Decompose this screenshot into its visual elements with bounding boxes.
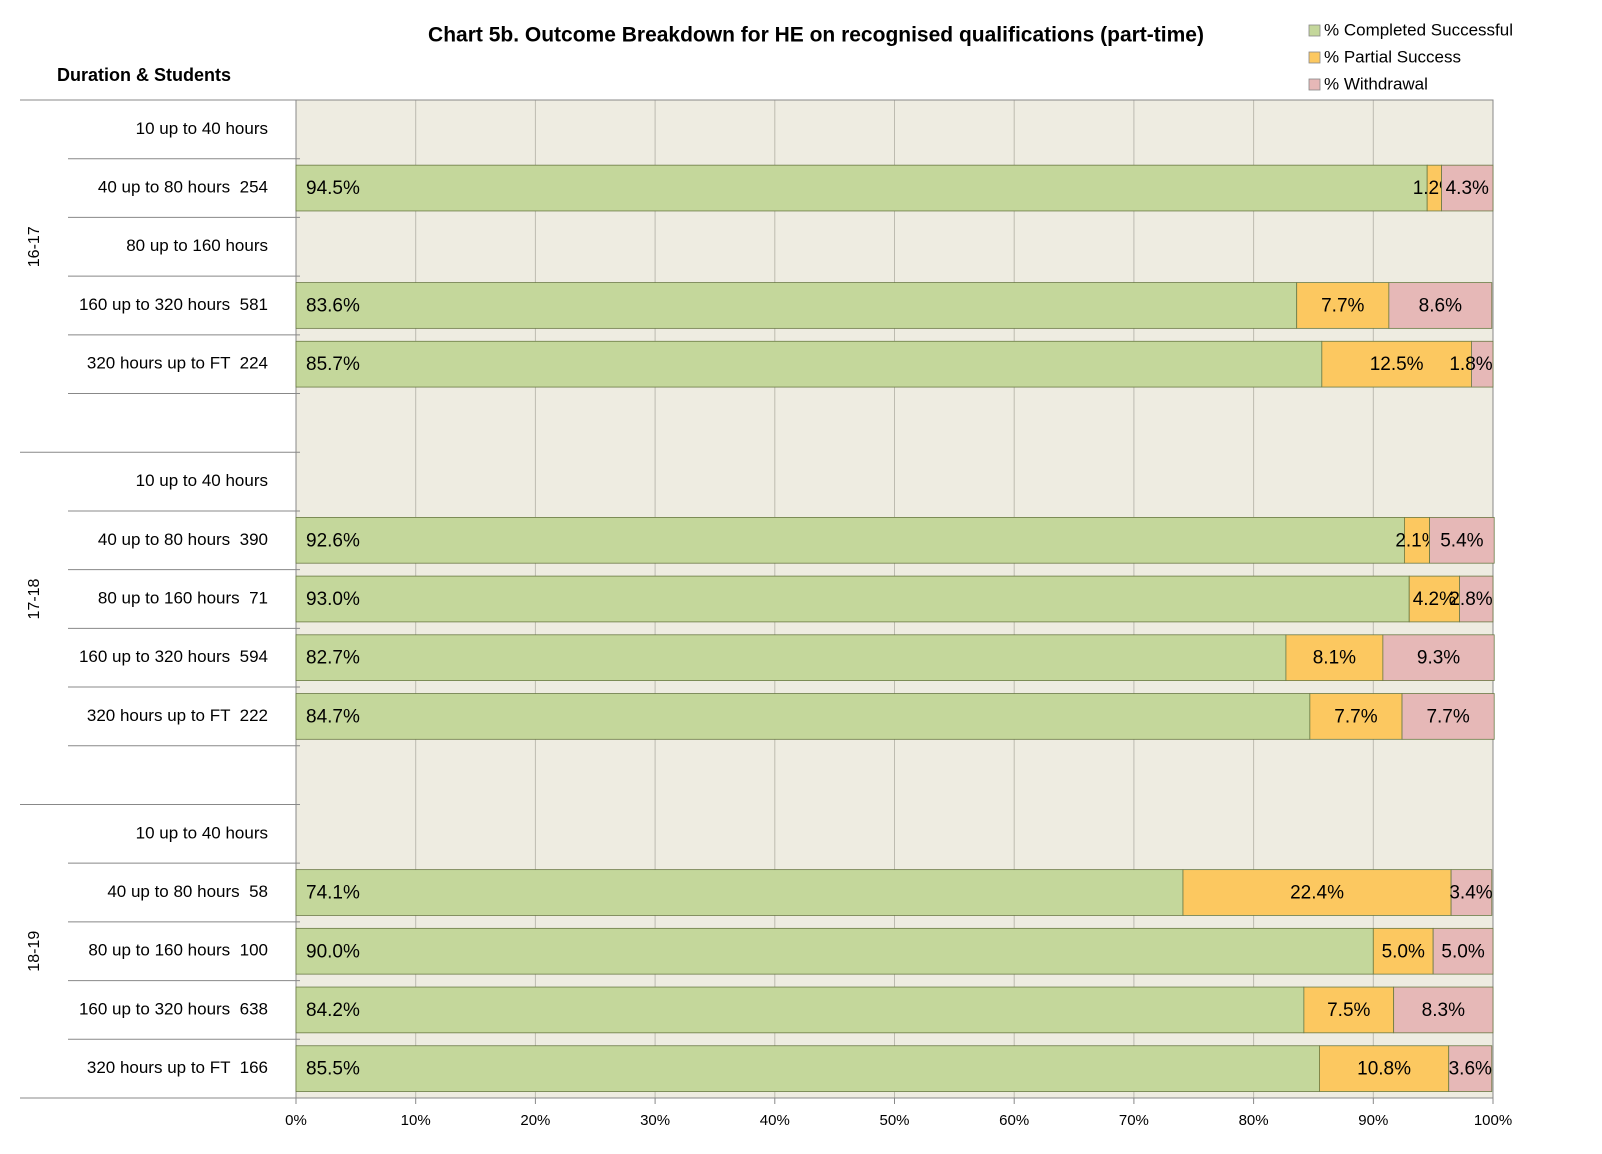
data-label: 5.0% bbox=[1382, 941, 1425, 962]
bar-segment bbox=[1429, 516, 1495, 564]
bar-segment bbox=[295, 693, 1311, 740]
data-label: 22.4% bbox=[1290, 883, 1344, 904]
data-label: 82.7% bbox=[306, 648, 360, 669]
data-label: 92.6% bbox=[306, 530, 360, 551]
y-tick-label: 160 up to 320 hours 594 bbox=[79, 647, 268, 666]
bar-segment bbox=[295, 340, 1323, 388]
data-label: 3.4% bbox=[1449, 883, 1492, 904]
y-tick-label: 80 up to 160 hours 100 bbox=[88, 941, 268, 960]
y-tick-label: 320 hours up to FT 224 bbox=[87, 354, 268, 373]
x-tick-label: 100% bbox=[1474, 1112, 1512, 1129]
x-tick-label: 10% bbox=[401, 1112, 431, 1129]
data-label: 94.5% bbox=[306, 178, 360, 199]
y-tick-label: 160 up to 320 hours 581 bbox=[79, 295, 268, 314]
y-tick-label: 10 up to 40 hours bbox=[136, 119, 268, 138]
x-tick-label: 20% bbox=[520, 1112, 550, 1129]
bar-segment bbox=[1309, 693, 1403, 740]
data-label: 1.8% bbox=[1449, 354, 1492, 375]
group-label: 17-18 bbox=[26, 578, 43, 619]
bar-segment bbox=[295, 164, 1428, 212]
x-tick-label: 90% bbox=[1358, 1112, 1388, 1129]
bar-segment bbox=[1393, 986, 1494, 1034]
y-tick-label: 40 up to 80 hours 390 bbox=[98, 530, 268, 549]
legend-label: % Partial Success bbox=[1324, 47, 1461, 66]
data-label: 93.0% bbox=[306, 589, 360, 610]
x-tick-label: 70% bbox=[1119, 1112, 1149, 1129]
bar-segment bbox=[1448, 1045, 1493, 1092]
x-tick-label: 30% bbox=[640, 1112, 670, 1129]
bar-segment bbox=[1441, 164, 1494, 212]
bar-segment bbox=[1382, 634, 1495, 682]
data-label: 7.5% bbox=[1327, 1000, 1370, 1021]
bar-segment bbox=[1285, 634, 1384, 682]
data-label: 8.6% bbox=[1419, 295, 1462, 316]
bar-segment bbox=[1401, 693, 1495, 740]
data-label: 2.8% bbox=[1449, 589, 1492, 610]
y-tick-label: 320 hours up to FT 166 bbox=[87, 1058, 268, 1077]
x-tick-label: 50% bbox=[879, 1112, 909, 1129]
bar-segment bbox=[1459, 575, 1494, 623]
y-tick-label: 80 up to 160 hours 71 bbox=[98, 588, 268, 607]
y-tick-label: 160 up to 320 hours 638 bbox=[79, 999, 268, 1018]
data-label: 5.0% bbox=[1441, 941, 1484, 962]
chart-title: Chart 5b. Outcome Breakdown for HE on re… bbox=[428, 24, 1204, 47]
group-label: 16-17 bbox=[26, 226, 43, 267]
bar-segment bbox=[1471, 340, 1494, 388]
data-label: 7.7% bbox=[1334, 706, 1377, 727]
data-label: 90.0% bbox=[306, 941, 360, 962]
legend-label: % Withdrawal bbox=[1324, 74, 1428, 93]
data-label: 4.2% bbox=[1413, 589, 1456, 610]
data-label: 10.8% bbox=[1357, 1059, 1411, 1080]
y-tick-label: 80 up to 160 hours bbox=[126, 236, 268, 255]
bar-segment bbox=[1432, 927, 1494, 975]
data-label: 83.6% bbox=[306, 295, 360, 316]
y-tick-label: 40 up to 80 hours 254 bbox=[98, 178, 268, 197]
x-tick-label: 40% bbox=[760, 1112, 790, 1129]
bar-segment bbox=[295, 575, 1410, 623]
x-tick-label: 60% bbox=[999, 1112, 1029, 1129]
bar-segment bbox=[1319, 1045, 1450, 1092]
data-label: 7.7% bbox=[1426, 706, 1469, 727]
bar-segment bbox=[1182, 869, 1452, 916]
bar-segment bbox=[295, 927, 1374, 975]
bar-segment bbox=[1296, 282, 1390, 329]
y-tick-label: 40 up to 80 hours 58 bbox=[107, 882, 268, 901]
bar-segment bbox=[295, 634, 1287, 682]
data-label: 74.1% bbox=[306, 883, 360, 904]
data-label: 84.2% bbox=[306, 1000, 360, 1021]
data-label: 4.3% bbox=[1446, 178, 1489, 199]
data-label: 7.7% bbox=[1321, 295, 1364, 316]
bar-segment bbox=[1388, 282, 1493, 329]
bar-segment bbox=[295, 986, 1305, 1034]
y-axis-label: Duration & Students bbox=[57, 65, 231, 85]
data-label: 8.1% bbox=[1313, 648, 1356, 669]
legend-swatch bbox=[1308, 78, 1321, 91]
data-label: 84.7% bbox=[306, 706, 360, 727]
data-label: 85.7% bbox=[306, 354, 360, 375]
bar-segment bbox=[295, 1045, 1320, 1092]
legend-swatch bbox=[1308, 24, 1321, 37]
legend-label: % Completed Successful bbox=[1324, 20, 1513, 39]
bar-segment bbox=[295, 869, 1184, 916]
data-label: 8.3% bbox=[1422, 1000, 1465, 1021]
bar-segment bbox=[1303, 986, 1395, 1034]
data-label: 3.6% bbox=[1449, 1059, 1492, 1080]
data-label: 5.4% bbox=[1440, 530, 1483, 551]
bar-segment bbox=[295, 282, 1298, 329]
y-tick-label: 320 hours up to FT 222 bbox=[87, 706, 268, 725]
bar-segment bbox=[1404, 516, 1430, 564]
group-label: 18-19 bbox=[26, 931, 43, 972]
y-tick-label: 10 up to 40 hours bbox=[136, 471, 268, 490]
data-label: 9.3% bbox=[1417, 648, 1460, 669]
data-label: 2.1% bbox=[1395, 530, 1438, 551]
bar-segment bbox=[295, 516, 1405, 564]
x-tick-label: 0% bbox=[285, 1112, 307, 1129]
bar-segment bbox=[1450, 869, 1493, 916]
data-label: 85.5% bbox=[306, 1059, 360, 1080]
x-tick-label: 80% bbox=[1239, 1112, 1269, 1129]
legend-swatch bbox=[1308, 51, 1321, 64]
data-label: 12.5% bbox=[1370, 354, 1424, 375]
y-tick-label: 10 up to 40 hours bbox=[136, 823, 268, 842]
